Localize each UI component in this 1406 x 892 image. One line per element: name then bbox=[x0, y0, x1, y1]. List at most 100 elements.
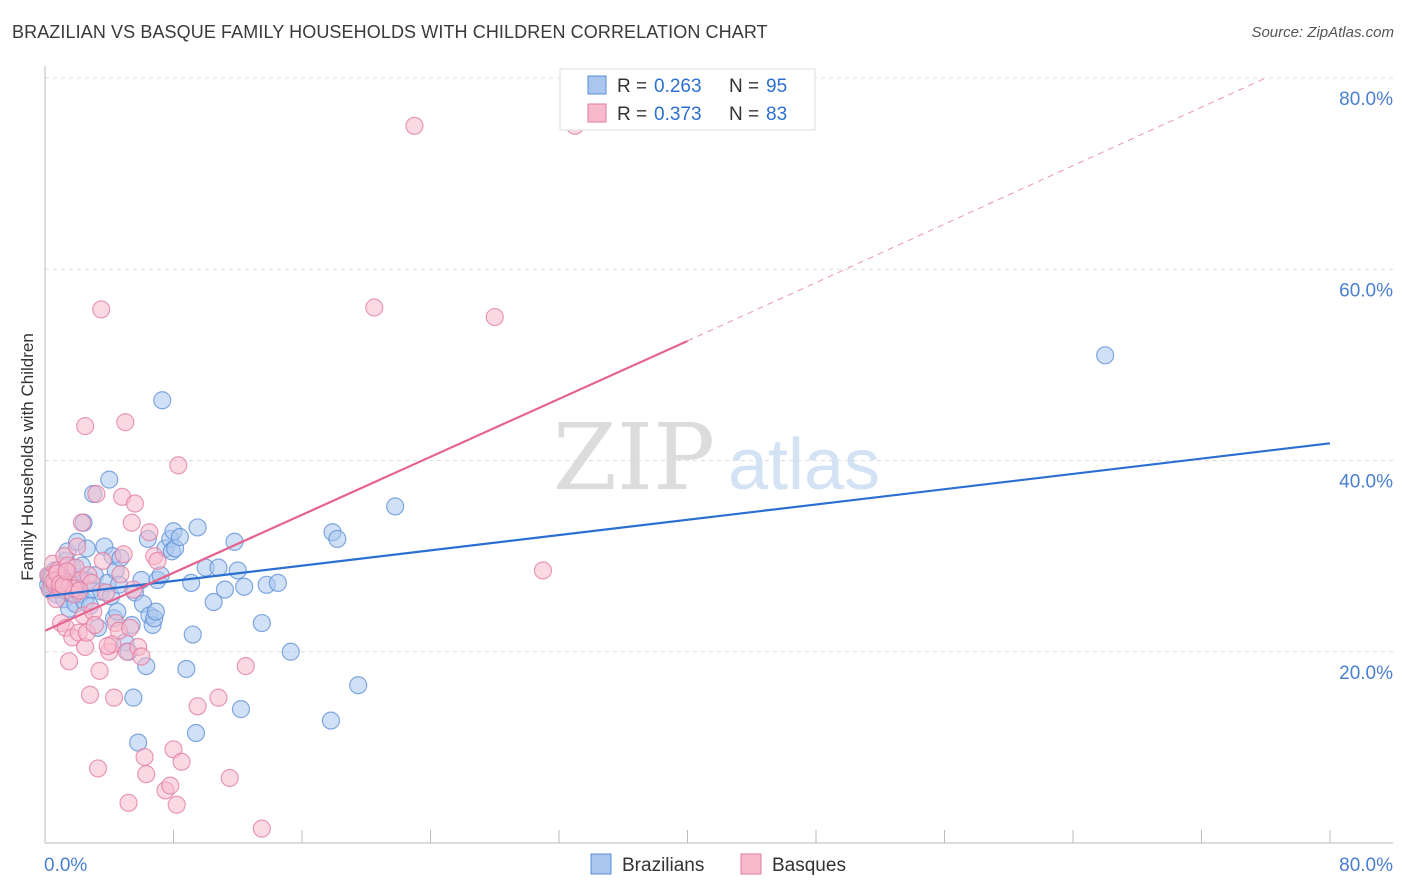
legend-swatch-basques[interactable] bbox=[740, 853, 762, 875]
point-basques bbox=[485, 307, 504, 327]
point-basques bbox=[90, 661, 109, 680]
point-basques bbox=[148, 551, 167, 571]
chart-source: Source: ZipAtlas.com bbox=[1251, 24, 1394, 41]
point-brazilians bbox=[231, 700, 251, 719]
point-brazilians bbox=[177, 659, 196, 679]
series-basques bbox=[39, 116, 585, 838]
point-basques bbox=[188, 697, 207, 716]
y-tick-label: 20.0% bbox=[1339, 663, 1393, 684]
point-brazilians bbox=[349, 676, 368, 695]
point-brazilians bbox=[153, 391, 172, 410]
point-basques bbox=[209, 688, 228, 707]
point-basques bbox=[533, 561, 553, 580]
point-brazilians bbox=[170, 527, 190, 547]
point-basques bbox=[252, 819, 271, 838]
point-brazilians bbox=[209, 558, 228, 577]
stats-r-label-basques: R = bbox=[617, 104, 647, 125]
point-basques bbox=[140, 523, 159, 542]
point-basques bbox=[167, 795, 186, 814]
bottom-legend: Brazilians Basques bbox=[590, 853, 846, 876]
point-basques bbox=[135, 747, 154, 767]
legend-label-brazilians[interactable]: Brazilians bbox=[622, 855, 704, 876]
point-basques bbox=[169, 456, 188, 475]
point-brazilians bbox=[228, 561, 247, 580]
point-basques bbox=[98, 636, 117, 656]
point-brazilians bbox=[252, 613, 271, 633]
point-basques bbox=[125, 494, 145, 513]
point-basques bbox=[119, 793, 138, 812]
stats-legend: R = 0.263 N = 95 R = 0.373 N = 83 bbox=[559, 68, 816, 131]
stats-n-label-basques: N = bbox=[729, 104, 759, 125]
point-brazilians bbox=[328, 529, 347, 549]
point-basques bbox=[104, 688, 124, 707]
point-basques bbox=[236, 656, 255, 676]
point-basques bbox=[85, 615, 104, 635]
y-tick-label: 40.0% bbox=[1339, 472, 1393, 493]
point-basques bbox=[365, 298, 384, 317]
point-brazilians bbox=[146, 602, 165, 621]
point-basques bbox=[80, 685, 100, 704]
point-brazilians bbox=[215, 580, 234, 599]
point-basques bbox=[122, 513, 141, 532]
trend-layer bbox=[44, 77, 1331, 632]
point-brazilians bbox=[281, 642, 300, 661]
grid-layer bbox=[45, 77, 1393, 653]
point-basques bbox=[405, 116, 424, 135]
point-basques bbox=[124, 580, 143, 599]
stats-n-value-brazilians: 95 bbox=[766, 76, 787, 97]
point-brazilians bbox=[235, 577, 254, 596]
y-tick-label: 80.0% bbox=[1339, 89, 1393, 110]
point-brazilians bbox=[268, 573, 288, 593]
chart-title: BRAZILIAN VS BASQUE FAMILY HOUSEHOLDS WI… bbox=[12, 22, 768, 42]
stats-swatch-brazilians bbox=[587, 75, 607, 95]
point-basques bbox=[93, 551, 112, 571]
stats-r-value-basques: 0.373 bbox=[654, 104, 702, 125]
x-tick-label-min: 0.0% bbox=[44, 855, 87, 876]
point-basques bbox=[92, 300, 111, 319]
stats-swatch-basques bbox=[587, 103, 607, 123]
point-brazilians bbox=[186, 723, 206, 743]
point-brazilians bbox=[204, 592, 223, 612]
point-brazilians bbox=[183, 625, 202, 644]
point-basques bbox=[88, 759, 108, 778]
legend-label-basques[interactable]: Basques bbox=[772, 855, 846, 876]
stats-n-label-brazilians: N = bbox=[729, 76, 759, 97]
point-brazilians bbox=[188, 518, 207, 537]
x-tick-label-max: 80.0% bbox=[1339, 855, 1393, 876]
point-basques bbox=[161, 776, 180, 795]
point-basques bbox=[132, 647, 151, 666]
stats-r-value-brazilians: 0.263 bbox=[654, 76, 702, 97]
point-brazilians bbox=[100, 470, 119, 489]
legend-swatch-brazilians[interactable] bbox=[590, 853, 612, 875]
trendline-basques bbox=[44, 339, 688, 632]
axis-layer: 20.0% 40.0% 60.0% 80.0% 0.0% 80.0% bbox=[44, 66, 1393, 876]
point-basques bbox=[220, 768, 239, 788]
point-basques bbox=[87, 484, 106, 504]
point-basques bbox=[137, 765, 156, 784]
point-basques bbox=[114, 545, 133, 564]
point-basques bbox=[68, 537, 87, 556]
point-brazilians bbox=[386, 497, 405, 516]
watermark-zip: ZIP bbox=[553, 404, 715, 511]
y-tick-label: 60.0% bbox=[1339, 280, 1393, 301]
point-basques bbox=[57, 562, 76, 581]
watermark-atlas: atlas bbox=[728, 425, 880, 505]
point-brazilians bbox=[321, 711, 341, 730]
stats-r-label-brazilians: R = bbox=[617, 76, 647, 97]
points-layer bbox=[39, 116, 1115, 838]
point-basques bbox=[76, 416, 95, 436]
point-basques bbox=[111, 565, 130, 584]
point-basques bbox=[116, 413, 135, 432]
point-basques bbox=[59, 652, 79, 671]
point-basques bbox=[121, 618, 140, 637]
point-brazilians bbox=[124, 688, 143, 707]
y-axis-label: Family Households with Children bbox=[18, 333, 37, 581]
stats-n-value-basques: 83 bbox=[766, 104, 787, 125]
point-basques bbox=[72, 513, 92, 532]
point-basques bbox=[96, 583, 116, 602]
trendline-brazilians bbox=[44, 442, 1331, 598]
watermark: ZIP atlas bbox=[553, 404, 880, 511]
point-brazilians bbox=[182, 573, 201, 593]
point-basques bbox=[172, 752, 191, 771]
